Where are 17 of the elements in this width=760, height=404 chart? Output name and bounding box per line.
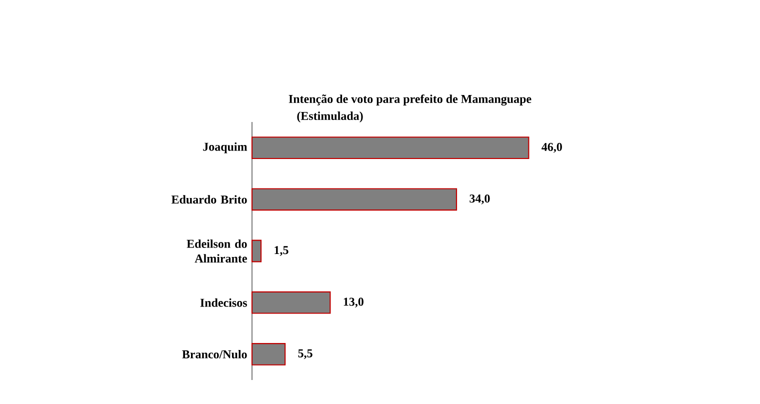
y-tick-label: Edeilson do Almirante — [186, 239, 247, 263]
bar — [251, 188, 458, 211]
y-tick-label: Eduardo Brito — [171, 195, 247, 204]
bar — [251, 136, 530, 160]
data-label: 1,5 — [274, 246, 288, 256]
data-label: 34,0 — [470, 194, 490, 204]
data-label: 46,0 — [542, 142, 562, 153]
data-label: 13,0 — [344, 298, 364, 308]
bar — [251, 240, 262, 262]
bar — [251, 343, 286, 366]
chart-subtitle: (Estimulada) — [297, 112, 363, 122]
y-tick-label: Indecisos — [200, 298, 247, 307]
data-label: 5,5 — [298, 349, 312, 360]
bar — [251, 291, 331, 314]
y-tick-label: Branco/Nulo — [182, 350, 247, 358]
chart-title: Intenção de voto para prefeito de Mamanguape — [288, 94, 532, 106]
y-tick-label: Joaquim — [203, 142, 248, 154]
